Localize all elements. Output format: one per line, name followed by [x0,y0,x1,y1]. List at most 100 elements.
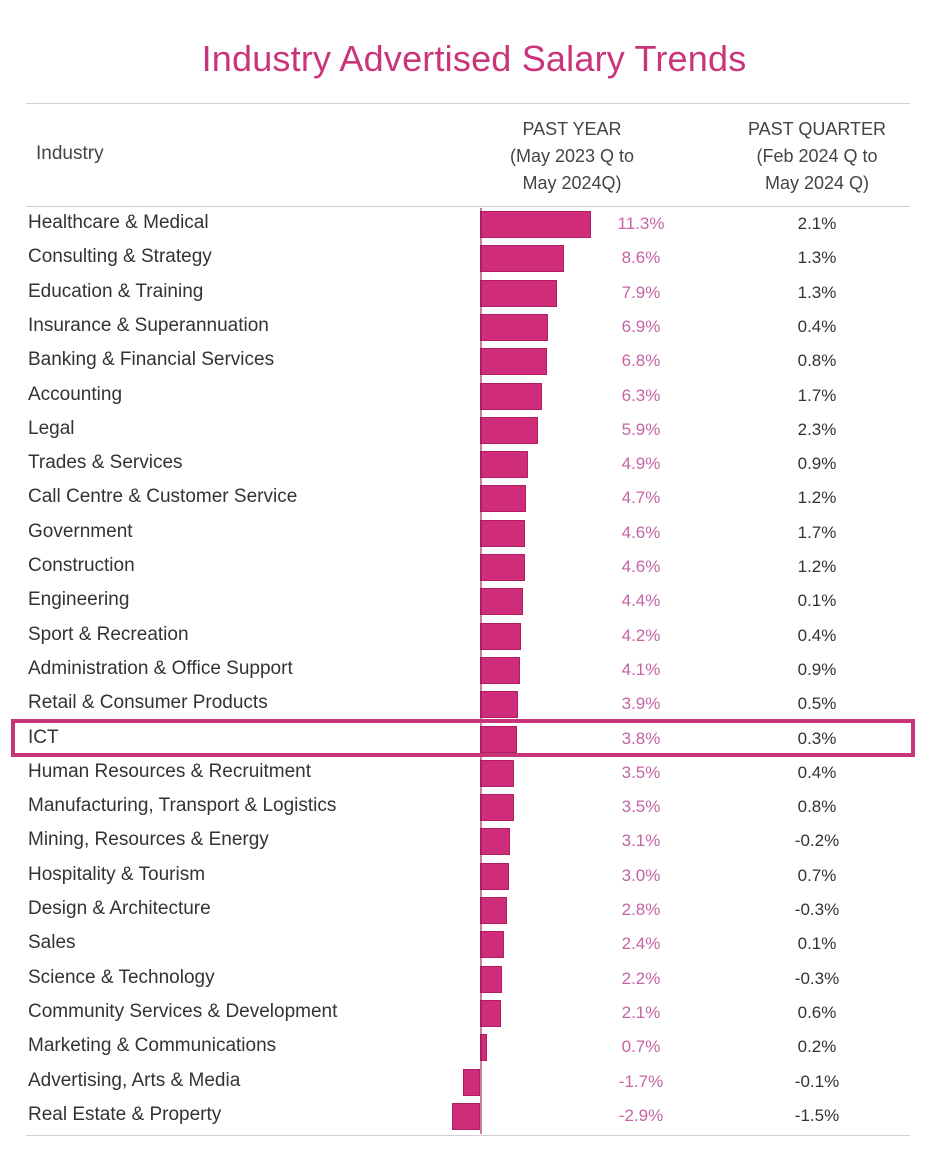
industry-name: Real Estate & Property [28,1103,222,1125]
past-quarter-header-line: (Feb 2024 Q to [756,146,878,166]
past-year-value: 6.8% [621,351,661,371]
past-year-value: 0.7% [621,1037,661,1057]
past-year-value: 11.3% [617,214,665,233]
past-quarter-value: 2.3% [797,419,837,439]
past-quarter-value: 0.4% [797,625,837,645]
past-year-bar [480,999,501,1027]
table-row: Call Centre & Customer Service 4.7% 1.2% [26,482,910,516]
past-year-value: 6.3% [621,385,661,405]
zero-axis-line [480,208,482,1134]
past-quarter-value: -0.1% [794,1071,840,1091]
past-year-bar [463,1068,480,1096]
table-row: Healthcare & Medical 11.3% 2.1% [26,208,910,242]
table-row: Consulting & Strategy 8.6% 1.3% [26,242,910,276]
past-quarter-value: 0.9% [797,454,837,474]
past-year-bar [480,211,591,238]
past-quarter-value: 0.9% [797,659,837,679]
past-quarter-value: 1.2% [797,557,837,576]
past-year-bar [480,759,515,787]
past-year-bar [480,382,542,410]
header-rule [26,206,910,207]
table-row: Science & Technology 2.2% -0.3% [26,963,910,997]
past-quarter-value: 1.3% [797,248,837,268]
past-quarter-value: -0.2% [794,831,840,851]
past-year-bar [480,485,527,513]
past-quarter-value: -1.5% [794,1105,840,1125]
industry-name: Manufacturing, Transport & Logistics [28,795,337,817]
past-quarter-value: 0.1% [797,591,837,611]
past-year-bar [480,588,524,616]
industry-name: Sport & Recreation [28,623,189,645]
industry-name: Trades & Services [28,452,183,474]
industry-name: Insurance & Superannuation [28,314,269,336]
past-year-value: 3.5% [621,762,661,782]
past-year-bar [480,897,508,924]
past-year-value: 4.6% [621,557,661,576]
industry-name: Legal [28,417,75,439]
industry-name: Construction [28,555,135,576]
table-row: Mining, Resources & Energy 3.1% -0.2% [26,825,910,859]
table-row: Advertising, Arts & Media -1.7% -0.1% [26,1066,910,1100]
past-quarter-column-header: PAST QUARTER (Feb 2024 Q to May 2024 Q) [717,116,917,197]
past-year-value: 4.9% [621,454,661,474]
past-quarter-value: 0.4% [797,762,837,782]
past-quarter-value: 1.2% [797,488,837,508]
past-year-value: 8.6% [621,248,661,268]
industry-name: Human Resources & Recruitment [28,760,311,782]
past-year-value: 2.2% [621,968,661,988]
industry-name: Healthcare & Medical [28,212,209,233]
past-year-header-line: May 2024Q) [522,173,622,193]
past-year-bar [480,279,558,307]
table-row: Trades & Services 4.9% 0.9% [26,448,910,482]
past-year-value: 4.2% [621,625,661,645]
past-year-value: 7.9% [621,282,661,302]
industry-column-header: Industry [36,143,104,164]
past-quarter-value: 2.1% [797,214,837,233]
past-year-bar [480,622,522,650]
table-row: Construction 4.6% 1.2% [26,551,910,585]
past-year-value: 5.9% [621,419,661,439]
past-year-bar [480,691,519,719]
industry-name: ICT [28,726,59,748]
table-row: Human Resources & Recruitment 3.5% 0.4% [26,757,910,791]
table-row: Legal 5.9% 2.3% [26,414,910,448]
past-year-header-line: (May 2023 Q to [509,146,635,166]
table-row: Retail & Consumer Products 3.9% 0.5% [26,688,910,722]
industry-name: Accounting [28,383,123,405]
past-year-bar [480,451,529,479]
industry-name: Administration & Office Support [28,657,293,679]
industry-name: Retail & Consumer Products [28,692,268,714]
past-quarter-header-line: May 2024 Q) [764,173,870,193]
industry-name: Government [28,520,133,542]
past-quarter-value: 0.3% [797,728,837,748]
past-year-bar [480,656,521,684]
past-quarter-value: -0.3% [794,968,840,988]
table-row: Marketing & Communications 0.7% 0.2% [26,1031,910,1065]
industry-name: Advertising, Arts & Media [28,1069,241,1091]
past-quarter-value: 0.8% [797,351,837,371]
table-row: Sales 2.4% 0.1% [26,928,910,962]
past-year-value: 2.1% [621,1002,661,1022]
table-row: Hospitality & Tourism 3.0% 0.7% [26,860,910,894]
past-year-value: 3.1% [621,831,661,851]
past-year-bar [480,348,547,376]
past-year-bar [480,416,538,444]
past-quarter-value: 0.2% [797,1037,837,1057]
past-quarter-value: 0.6% [797,1002,837,1022]
bottom-rule [26,1135,910,1136]
table-row: Sport & Recreation 4.2% 0.4% [26,620,910,654]
table-row: Government 4.6% 1.7% [26,517,910,551]
past-year-bar [480,931,504,959]
table-row: Engineering 4.4% 0.1% [26,585,910,619]
table-row: Banking & Financial Services 6.8% 0.8% [26,345,910,379]
top-rule [26,103,910,104]
table-row: Accounting 6.3% 1.7% [26,380,910,414]
past-year-bar [480,245,565,273]
industry-name: Community Services & Development [28,1000,338,1022]
table-row: ICT 3.8% 0.3% [26,723,910,757]
past-quarter-value: 1.3% [797,282,837,302]
table-row: Administration & Office Support 4.1% 0.9% [26,654,910,688]
past-quarter-value: 0.1% [797,934,837,954]
past-year-header-line: PAST YEAR [522,119,622,139]
past-quarter-value: 0.7% [797,865,837,885]
